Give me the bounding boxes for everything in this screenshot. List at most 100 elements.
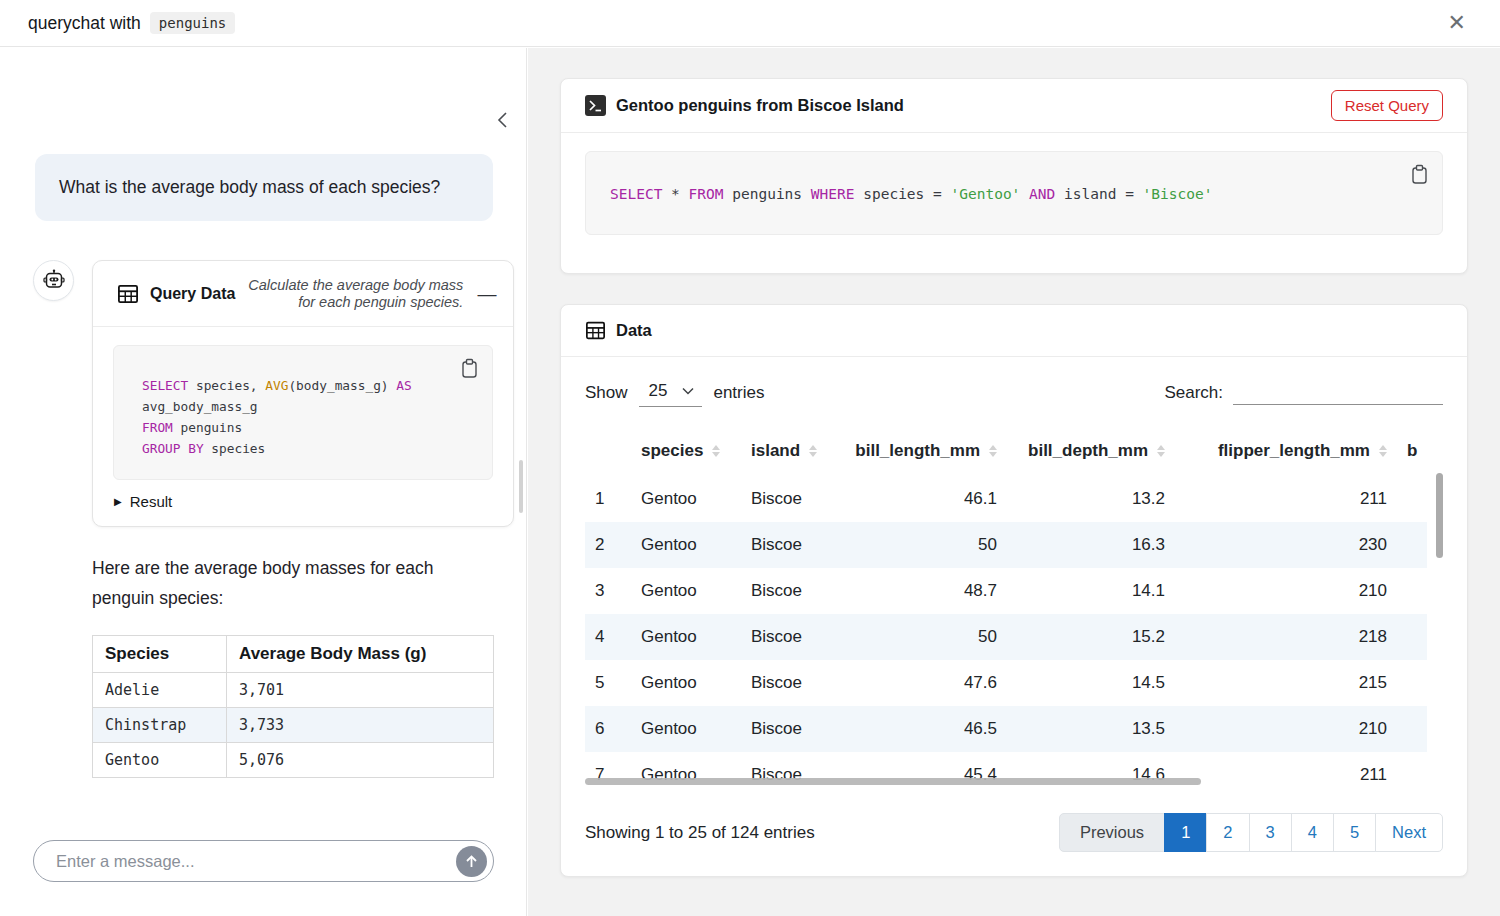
- send-button[interactable]: [456, 846, 487, 877]
- copy-icon[interactable]: [1409, 162, 1430, 186]
- query-title: Gentoo penguins from Biscoe Island: [616, 96, 904, 115]
- table-cell: 13.2: [1007, 476, 1175, 522]
- summary-column-header: Species: [93, 636, 227, 673]
- sql-line: FROM penguins: [142, 418, 478, 439]
- species-summary-table: SpeciesAverage Body Mass (g) Adelie3,701…: [92, 635, 494, 778]
- table-cell: 4: [585, 614, 631, 660]
- column-header-island[interactable]: island: [741, 433, 833, 476]
- column-header-bill_depth_mm[interactable]: bill_depth_mm: [1007, 433, 1175, 476]
- sort-icon: [712, 445, 720, 457]
- horizontal-scrollbar[interactable]: [585, 778, 1201, 785]
- result-toggle[interactable]: ▶ Result: [114, 493, 172, 510]
- table-cell: 46.1: [833, 476, 1007, 522]
- tool-card-header: Query Data Calculate the average body ma…: [93, 261, 513, 327]
- query-data-tool-card: Query Data Calculate the average body ma…: [92, 260, 514, 527]
- pagination-2[interactable]: 2: [1206, 813, 1249, 852]
- titlebar: querychat with penguins ✕: [0, 0, 1500, 47]
- table-cell: 2: [585, 522, 631, 568]
- tool-card-collapse-button[interactable]: —: [475, 283, 498, 305]
- search-input[interactable]: [1233, 382, 1443, 405]
- summary-cell: Adelie: [93, 673, 227, 708]
- table-cell: 16.3: [1007, 522, 1175, 568]
- data-card-title: Data: [616, 321, 652, 340]
- chat-input[interactable]: [54, 851, 456, 872]
- table-cell: 47.6: [833, 660, 1007, 706]
- table-icon: [585, 321, 606, 340]
- summary-row: Gentoo5,076: [93, 743, 494, 778]
- pagination-next[interactable]: Next: [1375, 813, 1443, 852]
- pagination-3[interactable]: 3: [1249, 813, 1292, 852]
- data-card: Data Show 25 entries Search:: [560, 304, 1468, 877]
- main-panel: Gentoo penguins from Biscoe Island Reset…: [528, 48, 1500, 916]
- assistant-message-row: Query Data Calculate the average body ma…: [33, 260, 495, 527]
- result-toggle-label: Result: [130, 493, 173, 510]
- query-card-header: Gentoo penguins from Biscoe Island Reset…: [561, 79, 1467, 133]
- table-cell: 230: [1175, 522, 1397, 568]
- table-cell: Biscoe: [741, 706, 833, 752]
- assistant-text: Here are the average body masses for eac…: [92, 554, 486, 613]
- table-cell: 15.2: [1007, 614, 1175, 660]
- page-size-select[interactable]: 25: [639, 379, 703, 407]
- terminal-icon: [585, 95, 606, 116]
- table-cell: Biscoe: [741, 568, 833, 614]
- sort-icon: [989, 445, 997, 457]
- table-cell: 48.7: [833, 568, 1007, 614]
- summary-cell: 5,076: [227, 743, 494, 778]
- table-controls: Show 25 entries Search:: [585, 379, 1443, 407]
- table-cell: 5: [585, 660, 631, 706]
- table-cell: Gentoo: [631, 522, 741, 568]
- sort-icon: [809, 445, 817, 457]
- table-cell: [1397, 660, 1427, 706]
- summary-column-header: Average Body Mass (g): [227, 636, 494, 673]
- summary-cell: 3,701: [227, 673, 494, 708]
- sql-line: SELECT * FROM penguins WHERE species = '…: [610, 186, 1418, 202]
- table-cell: [1397, 752, 1427, 785]
- search-container: Search:: [1164, 382, 1443, 405]
- table-cell: 210: [1175, 568, 1397, 614]
- table-icon: [117, 284, 139, 304]
- current-query-card: Gentoo penguins from Biscoe Island Reset…: [560, 78, 1468, 274]
- table-cell: [1397, 706, 1427, 752]
- sql-line: SELECT species, AVG(body_mass_g) AS: [142, 376, 478, 397]
- table-row: 5GentooBiscoe47.614.5215: [585, 660, 1427, 706]
- pagination-previous: Previous: [1059, 813, 1165, 852]
- pagination: Previous12345Next: [1059, 813, 1443, 852]
- column-header-bill_length_mm[interactable]: bill_length_mm: [833, 433, 1007, 476]
- tool-card-subtitle: Calculate the average body mass for each…: [235, 277, 463, 312]
- column-header-species[interactable]: species: [631, 433, 741, 476]
- reset-query-button[interactable]: Reset Query: [1331, 90, 1443, 121]
- vertical-scrollbar[interactable]: [1436, 473, 1443, 558]
- chat-input-container: [33, 840, 494, 882]
- summary-cell: Gentoo: [93, 743, 227, 778]
- column-label: island: [751, 441, 800, 461]
- user-message: What is the average body mass of each sp…: [35, 154, 493, 221]
- pagination-1[interactable]: 1: [1164, 813, 1207, 852]
- showing-entries-text: Showing 1 to 25 of 124 entries: [585, 823, 815, 843]
- pagination-5[interactable]: 5: [1333, 813, 1376, 852]
- sidebar-collapse-icon[interactable]: [493, 108, 513, 132]
- table-cell: Gentoo: [631, 614, 741, 660]
- table-cell: [1397, 614, 1427, 660]
- table-cell: 14.1: [1007, 568, 1175, 614]
- column-header-rownum: [585, 433, 631, 476]
- sql-line: avg_body_mass_g: [142, 397, 478, 418]
- table-row: 2GentooBiscoe5016.3230: [585, 522, 1427, 568]
- table-cell: 3: [585, 568, 631, 614]
- table-cell: Gentoo: [631, 476, 741, 522]
- sql-line: GROUP BY species: [142, 439, 478, 460]
- data-card-header: Data: [561, 305, 1467, 357]
- tool-card-body: SELECT species, AVG(body_mass_g) ASavg_b…: [93, 327, 513, 526]
- sort-icon: [1157, 445, 1165, 457]
- sidebar-scrollbar[interactable]: [519, 460, 523, 513]
- table-cell: [1397, 522, 1427, 568]
- close-icon[interactable]: ✕: [1442, 10, 1472, 36]
- copy-icon[interactable]: [459, 356, 480, 380]
- column-header-flipper_length_mm[interactable]: flipper_length_mm: [1175, 433, 1397, 476]
- chat-sidebar: What is the average body mass of each sp…: [0, 48, 527, 916]
- table-cell: 14.5: [1007, 660, 1175, 706]
- table-cell: 50: [833, 614, 1007, 660]
- pagination-4[interactable]: 4: [1291, 813, 1334, 852]
- chevron-down-icon: [682, 387, 694, 395]
- table-cell: 6: [585, 706, 631, 752]
- table-cell: 215: [1175, 660, 1397, 706]
